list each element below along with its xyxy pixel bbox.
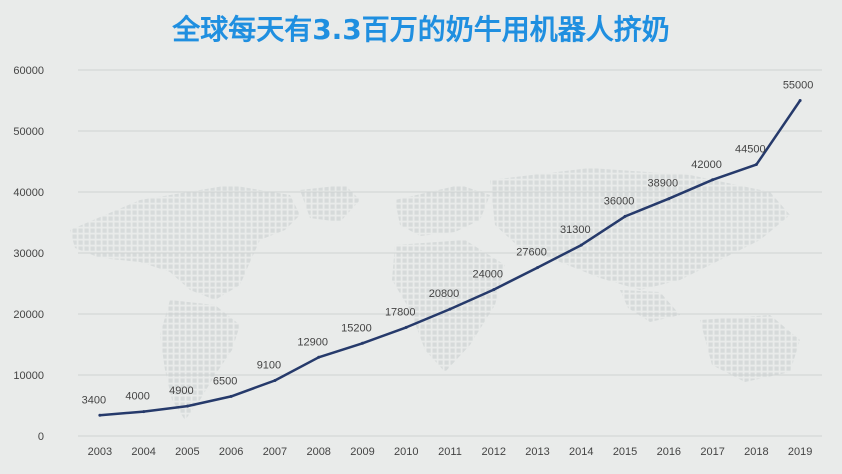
y-tick-label: 50000 (13, 126, 44, 138)
data-point (229, 394, 233, 398)
map-north-america (70, 185, 300, 300)
y-axis: 0 10000 20000 30000 40000 50000 60000 (13, 65, 44, 443)
map-africa (392, 240, 505, 372)
data-label: 36000 (604, 195, 635, 207)
data-label: 44500 (735, 144, 766, 156)
data-label: 27600 (516, 247, 547, 259)
data-labels: 3400 4000 4900 6500 9100 12900 15200 17800 20800… (82, 80, 814, 407)
x-tick-label: 2015 (613, 446, 637, 458)
y-tick-label: 0 (38, 431, 44, 443)
data-point (623, 214, 627, 218)
data-point (273, 378, 277, 382)
data-label: 31300 (560, 224, 591, 236)
data-point (536, 266, 540, 270)
x-tick-label: 2012 (482, 446, 506, 458)
series-line (98, 99, 802, 417)
map-greenland (300, 185, 360, 222)
x-tick-label: 2008 (306, 446, 330, 458)
data-label: 3400 (82, 394, 106, 406)
map-asia (490, 168, 790, 290)
data-label: 24000 (472, 269, 503, 281)
data-point (579, 243, 583, 247)
data-point (317, 355, 321, 359)
data-point (492, 288, 496, 292)
x-tick-label: 2005 (175, 446, 199, 458)
data-point (448, 307, 452, 311)
x-tick-label: 2011 (438, 446, 462, 458)
world-map-background (70, 168, 800, 420)
data-label: 4900 (169, 385, 193, 397)
x-tick-label: 2007 (263, 446, 287, 458)
chart-title: 全球每天有3.3百万的奶牛用机器人挤奶 (172, 13, 670, 46)
x-tick-label: 2014 (569, 446, 593, 458)
x-tick-label: 2004 (131, 446, 155, 458)
gridlines (78, 69, 822, 437)
y-tick-label: 40000 (13, 187, 44, 199)
x-tick-label: 2017 (700, 446, 724, 458)
data-point (360, 341, 364, 345)
x-tick-label: 2006 (219, 446, 243, 458)
data-label: 12900 (297, 336, 328, 348)
data-label: 4000 (125, 391, 149, 403)
data-point (142, 410, 146, 414)
map-europe (395, 185, 490, 236)
x-tick-label: 2013 (525, 446, 549, 458)
data-point (185, 404, 189, 408)
data-label: 38900 (648, 178, 679, 190)
data-label: 15200 (341, 322, 372, 334)
x-tick-label: 2018 (744, 446, 768, 458)
x-tick-label: 2010 (394, 446, 418, 458)
data-point (798, 99, 802, 102)
map-southeast-asia (620, 290, 680, 322)
data-label: 17800 (385, 306, 416, 318)
map-australia (700, 315, 800, 382)
x-axis: 2003 2004 2005 2006 2007 2008 2009 2010 2011 2012… (88, 446, 813, 458)
data-label: 20800 (429, 288, 460, 300)
y-tick-label: 20000 (13, 309, 44, 321)
data-label: 55000 (783, 80, 814, 92)
x-tick-label: 2003 (88, 446, 112, 458)
x-tick-label: 2019 (788, 446, 812, 458)
data-point (98, 413, 102, 417)
y-tick-label: 30000 (13, 248, 44, 260)
x-tick-label: 2009 (350, 446, 374, 458)
x-tick-label: 2016 (657, 446, 681, 458)
map-south-america (160, 300, 240, 420)
data-label: 42000 (691, 159, 722, 171)
data-point (754, 163, 758, 167)
data-point (667, 197, 671, 201)
data-point (711, 178, 715, 182)
data-point (404, 325, 408, 329)
y-tick-label: 60000 (13, 65, 44, 77)
data-label: 6500 (213, 375, 237, 387)
y-tick-label: 10000 (13, 370, 44, 382)
data-label: 9100 (257, 359, 281, 371)
